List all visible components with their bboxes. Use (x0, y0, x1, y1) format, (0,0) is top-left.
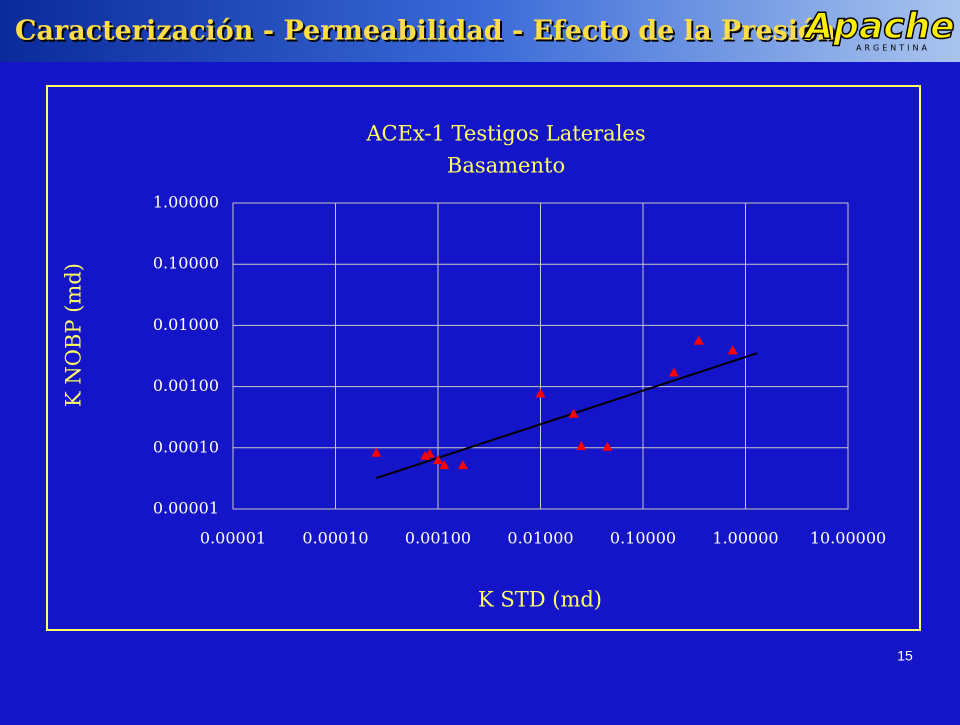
point (433, 455, 443, 465)
y-tick-label: 0.00010 (153, 437, 219, 456)
logo-sub: ARGENTINA (856, 44, 930, 53)
point (457, 460, 468, 470)
y-axis-label: K NOBP (md) (62, 263, 86, 407)
chart-frame (46, 85, 921, 631)
point (727, 345, 738, 355)
header-title-shadow: Caracterización - Permeabilidad - Efecto… (17, 18, 838, 49)
point (602, 441, 613, 451)
chart-subtitle: Basamento (447, 154, 565, 178)
point (535, 388, 546, 398)
x-tick-label: 0.01000 (507, 529, 573, 548)
point (668, 367, 679, 377)
x-tick-label: 0.10000 (610, 529, 676, 548)
header-bar (0, 0, 960, 62)
x-tick-label: 0.00001 (200, 529, 266, 548)
x-axis-label: K STD (md) (478, 588, 602, 612)
logo: Apache (802, 6, 954, 47)
point (439, 460, 450, 470)
point (693, 335, 704, 345)
chart-title: ACEx-1 Testigos Laterales (365, 122, 645, 146)
y-tick-label: 0.00001 (153, 499, 219, 518)
page-number: 15 (897, 648, 913, 664)
x-tick-label: 1.00000 (712, 529, 778, 548)
trend-line (375, 352, 758, 480)
header-title: Caracterización - Permeabilidad - Efecto… (15, 16, 836, 47)
point (576, 441, 587, 451)
point (424, 448, 435, 458)
x-tick-label: 10.00000 (810, 529, 886, 548)
plot: 0.00001 0.00010 0.00100 0.01000 0.10000 1.000… (153, 193, 886, 548)
y-tick-label: 0.10000 (153, 254, 219, 273)
point (568, 408, 579, 418)
y-tick-label: 0.01000 (153, 315, 219, 334)
y-tick-label: 0.00100 (153, 376, 219, 395)
x-tick-label: 0.00100 (405, 529, 471, 548)
point (371, 447, 382, 457)
y-tick-label: 1.00000 (153, 193, 219, 212)
x-tick-label: 0.00010 (302, 529, 368, 548)
